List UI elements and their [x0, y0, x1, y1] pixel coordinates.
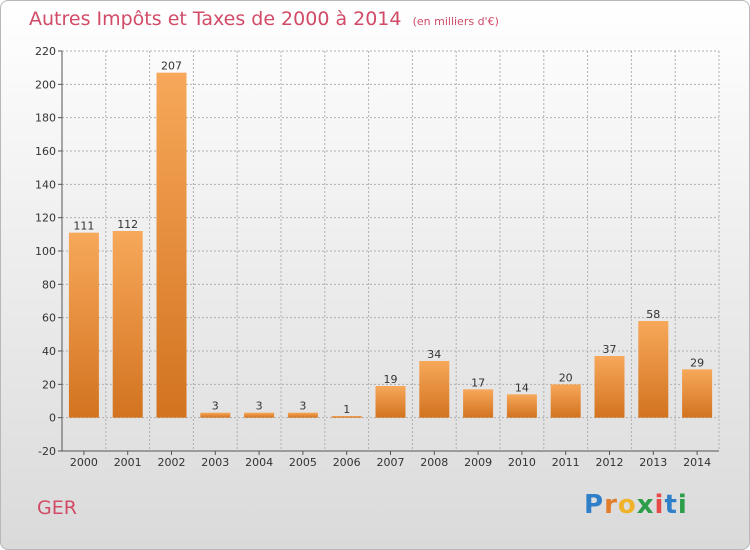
x-tick-label: 2009	[464, 456, 492, 469]
bars	[68, 72, 713, 418]
y-tick-label: 120	[35, 212, 56, 225]
logo-letter: x	[636, 490, 655, 520]
bar-value-label: 20	[559, 371, 573, 384]
x-tick-label: 2011	[552, 456, 580, 469]
logo-letter: i	[677, 490, 688, 520]
chart-title: Autres Impôts et Taxes de 2000 à 2014 (e…	[29, 8, 499, 30]
proxiti-logo: Proxiti	[584, 490, 688, 520]
y-tick-label: 220	[35, 45, 56, 58]
y-tick-label: -20	[38, 445, 56, 458]
y-tick-label: 20	[42, 378, 56, 391]
x-tick-label: 2008	[420, 456, 448, 469]
x-tick-label: 2014	[683, 456, 711, 469]
bar	[594, 356, 625, 418]
bar-value-label: 34	[427, 348, 441, 361]
y-tick-label: 200	[35, 78, 56, 91]
bar	[550, 384, 581, 418]
y-tick-label: 160	[35, 145, 56, 158]
bar	[375, 386, 406, 418]
bar	[331, 416, 362, 418]
bar	[463, 389, 494, 418]
x-tick-label: 2006	[333, 456, 361, 469]
bar	[112, 231, 143, 418]
x-tick-label: 2005	[289, 456, 317, 469]
bar-value-label: 14	[515, 381, 529, 394]
logo-letter: i	[654, 490, 665, 520]
bar	[156, 72, 187, 418]
logo-letter: o	[617, 490, 637, 520]
bar	[68, 232, 99, 418]
x-tick-label: 2002	[158, 456, 186, 469]
x-tick-label: 2004	[245, 456, 273, 469]
logo-letter: P	[584, 490, 605, 520]
bar	[287, 412, 318, 418]
bar	[244, 412, 275, 418]
bar	[200, 412, 231, 418]
x-tick-label: 2010	[508, 456, 536, 469]
y-tick-label: 140	[35, 178, 56, 191]
bar-value-label: 112	[117, 218, 138, 231]
y-tick-label: 60	[42, 312, 56, 325]
y-tick-label: 100	[35, 245, 56, 258]
x-tick-label: 2012	[596, 456, 624, 469]
x-tick-label: 2013	[639, 456, 667, 469]
bar-value-label: 1	[343, 403, 350, 416]
bar-value-label: 17	[471, 376, 485, 389]
chart-unit: (en milliers d'€)	[412, 15, 499, 28]
logo-letter: r	[604, 490, 618, 520]
y-tick-label: 0	[49, 412, 56, 425]
bar-value-label: 29	[690, 356, 704, 369]
logo-letter: t	[664, 490, 678, 520]
data-labels: 111 112 207 3 3 3 1 19 34 17 14 20 37 58 29	[73, 60, 704, 416]
bar	[506, 394, 537, 418]
bar-value-label: 3	[256, 400, 263, 413]
chart-title-text: Autres Impôts et Taxes de 2000 à 2014	[29, 8, 402, 30]
bar-value-label: 37	[603, 343, 617, 356]
bar-value-label: 3	[299, 400, 306, 413]
bar-value-label: 207	[161, 60, 182, 73]
bar-value-label: 111	[73, 220, 94, 233]
bar	[682, 369, 713, 418]
y-tick-label: 80	[42, 278, 56, 291]
y-tick-label: 180	[35, 112, 56, 125]
bar-value-label: 3	[212, 400, 219, 413]
bar	[419, 361, 450, 418]
y-tick-label: 40	[42, 345, 56, 358]
x-tick-label: 2007	[377, 456, 405, 469]
bar	[638, 321, 669, 418]
bar-value-label: 58	[646, 308, 660, 321]
commune-name: GER	[37, 497, 77, 519]
x-tick-label: 2000	[70, 456, 98, 469]
x-tick-label: 2003	[201, 456, 229, 469]
x-tick-label: 2001	[114, 456, 142, 469]
bar-value-label: 19	[384, 373, 398, 386]
